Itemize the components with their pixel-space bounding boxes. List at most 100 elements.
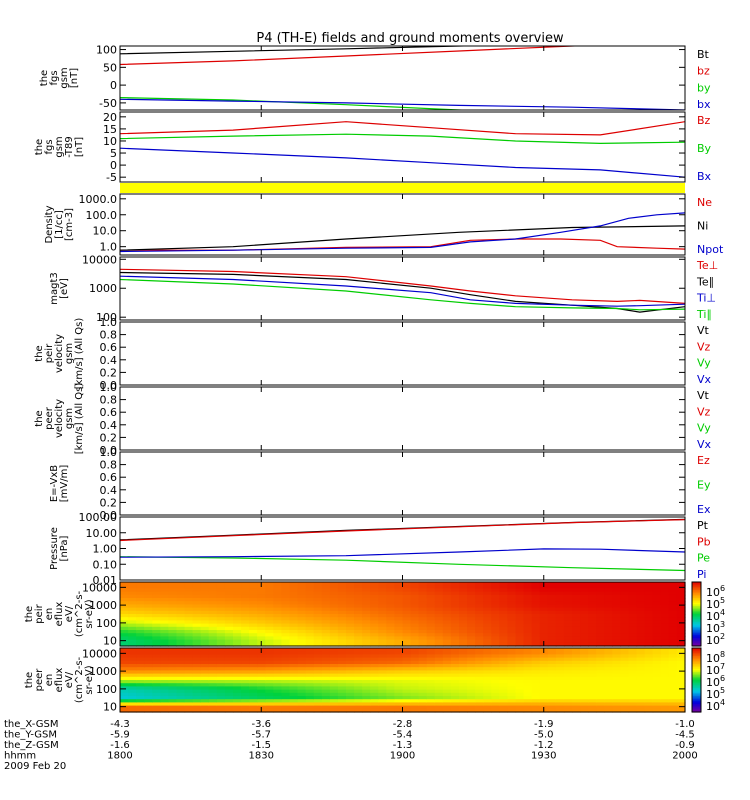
- heatmap-cell: [394, 651, 404, 655]
- heatmap-cell: [499, 651, 509, 655]
- heatmap-cell: [652, 651, 662, 655]
- heatmap-cell: [499, 657, 509, 662]
- heatmap-cell: [572, 699, 581, 703]
- heatmap-cell: [539, 670, 549, 675]
- heatmap-cell: [265, 636, 274, 641]
- y-label-peer: the peer velocity gsm [km/s] (All Qs): [34, 383, 85, 455]
- heatmap-cell: [305, 591, 315, 596]
- heatmap-cell: [402, 660, 412, 665]
- heatmap-cell: [241, 623, 250, 628]
- heatmap-cell: [362, 699, 371, 703]
- heatmap-cell: [572, 692, 581, 697]
- heatmap-cell: [321, 617, 331, 621]
- heatmap-cell: [128, 623, 137, 628]
- heatmap-cell: [362, 676, 371, 681]
- heatmap-cell: [507, 594, 517, 599]
- legend-entry: Vz: [697, 405, 711, 418]
- y-tick-label: 0.2: [100, 496, 118, 509]
- heatmap-cell: [249, 620, 258, 625]
- heatmap-cell: [233, 633, 242, 637]
- heatmap-cell: [168, 676, 178, 681]
- heatmap-cell: [346, 630, 355, 634]
- heatmap-cell: [426, 667, 436, 671]
- heatmap-cell: [354, 651, 363, 655]
- heatmap-cell: [354, 660, 363, 665]
- heatmap-cell: [346, 657, 355, 662]
- heatmap-cell: [523, 683, 533, 687]
- heatmap-cell: [241, 683, 250, 687]
- heatmap-cell: [410, 620, 420, 625]
- heatmap-cell: [604, 670, 613, 675]
- heatmap-cell: [200, 591, 210, 596]
- heatmap-cell: [386, 607, 396, 612]
- heatmap-cell: [329, 585, 339, 589]
- heatmap-cell: [555, 657, 565, 662]
- heatmap-cell: [652, 673, 662, 678]
- heatmap-cell: [144, 630, 153, 634]
- heatmap-cell: [144, 651, 153, 655]
- heatmap-cell: [531, 604, 541, 609]
- heatmap-cell: [337, 702, 347, 707]
- heatmap-cell: [216, 654, 226, 659]
- heatmap-cell: [676, 601, 686, 605]
- heatmap-cell: [337, 623, 347, 628]
- heatmap-cell: [491, 699, 500, 703]
- heatmap-cell: [128, 708, 137, 713]
- heatmap-cell: [128, 639, 137, 644]
- heatmap-cell: [168, 639, 178, 644]
- heatmap-cell: [580, 686, 589, 691]
- heatmap-cell: [200, 610, 210, 615]
- heatmap-cell: [547, 708, 557, 713]
- colorbar-segment: [692, 586, 701, 589]
- heatmap-cell: [281, 664, 291, 668]
- heatmap-cell: [184, 620, 194, 625]
- heatmap-cell: [620, 588, 630, 593]
- heatmap-cell: [144, 617, 153, 621]
- heatmap-cell: [676, 680, 686, 684]
- heatmap-cell: [410, 670, 420, 675]
- heatmap-cell: [402, 692, 412, 697]
- heatmap-cell: [362, 591, 371, 596]
- heatmap-cell: [321, 636, 331, 641]
- heatmap-cell: [660, 699, 670, 703]
- heatmap-cell: [160, 601, 170, 605]
- heatmap-cell: [289, 673, 299, 678]
- heatmap-cell: [620, 689, 630, 694]
- heatmap-cell: [224, 594, 234, 599]
- heatmap-cell: [192, 585, 202, 589]
- heatmap-cell: [216, 591, 226, 596]
- heatmap-cell: [200, 708, 210, 713]
- heatmap-cell: [168, 630, 178, 634]
- heatmap-cell: [337, 699, 347, 703]
- heatmap-cell: [176, 702, 186, 707]
- heatmap-cell: [450, 591, 460, 596]
- heatmap-cell: [136, 705, 145, 710]
- heatmap-cell: [176, 667, 186, 671]
- heatmap-cell: [386, 702, 396, 707]
- heatmap-cell: [168, 680, 178, 684]
- heatmap-cell: [644, 648, 654, 652]
- heatmap-cell: [144, 633, 153, 637]
- heatmap-cell: [152, 696, 161, 700]
- heatmap-cell: [467, 670, 476, 675]
- heatmap-cell: [128, 588, 137, 593]
- heatmap-cell: [499, 676, 509, 681]
- heatmap-cell: [676, 588, 686, 593]
- heatmap-cell: [200, 689, 210, 694]
- heatmap-cell: [337, 620, 347, 625]
- heatmap-cell: [265, 708, 274, 713]
- heatmap-cell: [160, 626, 170, 631]
- heatmap-cell: [547, 680, 557, 684]
- heatmap-cell: [346, 642, 355, 647]
- heatmap-cell: [644, 702, 654, 707]
- heatmap-cell: [491, 667, 500, 671]
- heatmap-cell: [572, 673, 581, 678]
- heatmap-cell: [442, 642, 452, 647]
- heatmap-cell: [120, 620, 129, 625]
- y-tick-label: 0.6: [100, 406, 118, 419]
- heatmap-cell: [459, 660, 468, 665]
- colorbar-segment: [692, 601, 701, 604]
- heatmap-cell: [168, 648, 178, 652]
- heatmap-cell: [604, 686, 613, 691]
- heatmap-cell: [136, 588, 145, 593]
